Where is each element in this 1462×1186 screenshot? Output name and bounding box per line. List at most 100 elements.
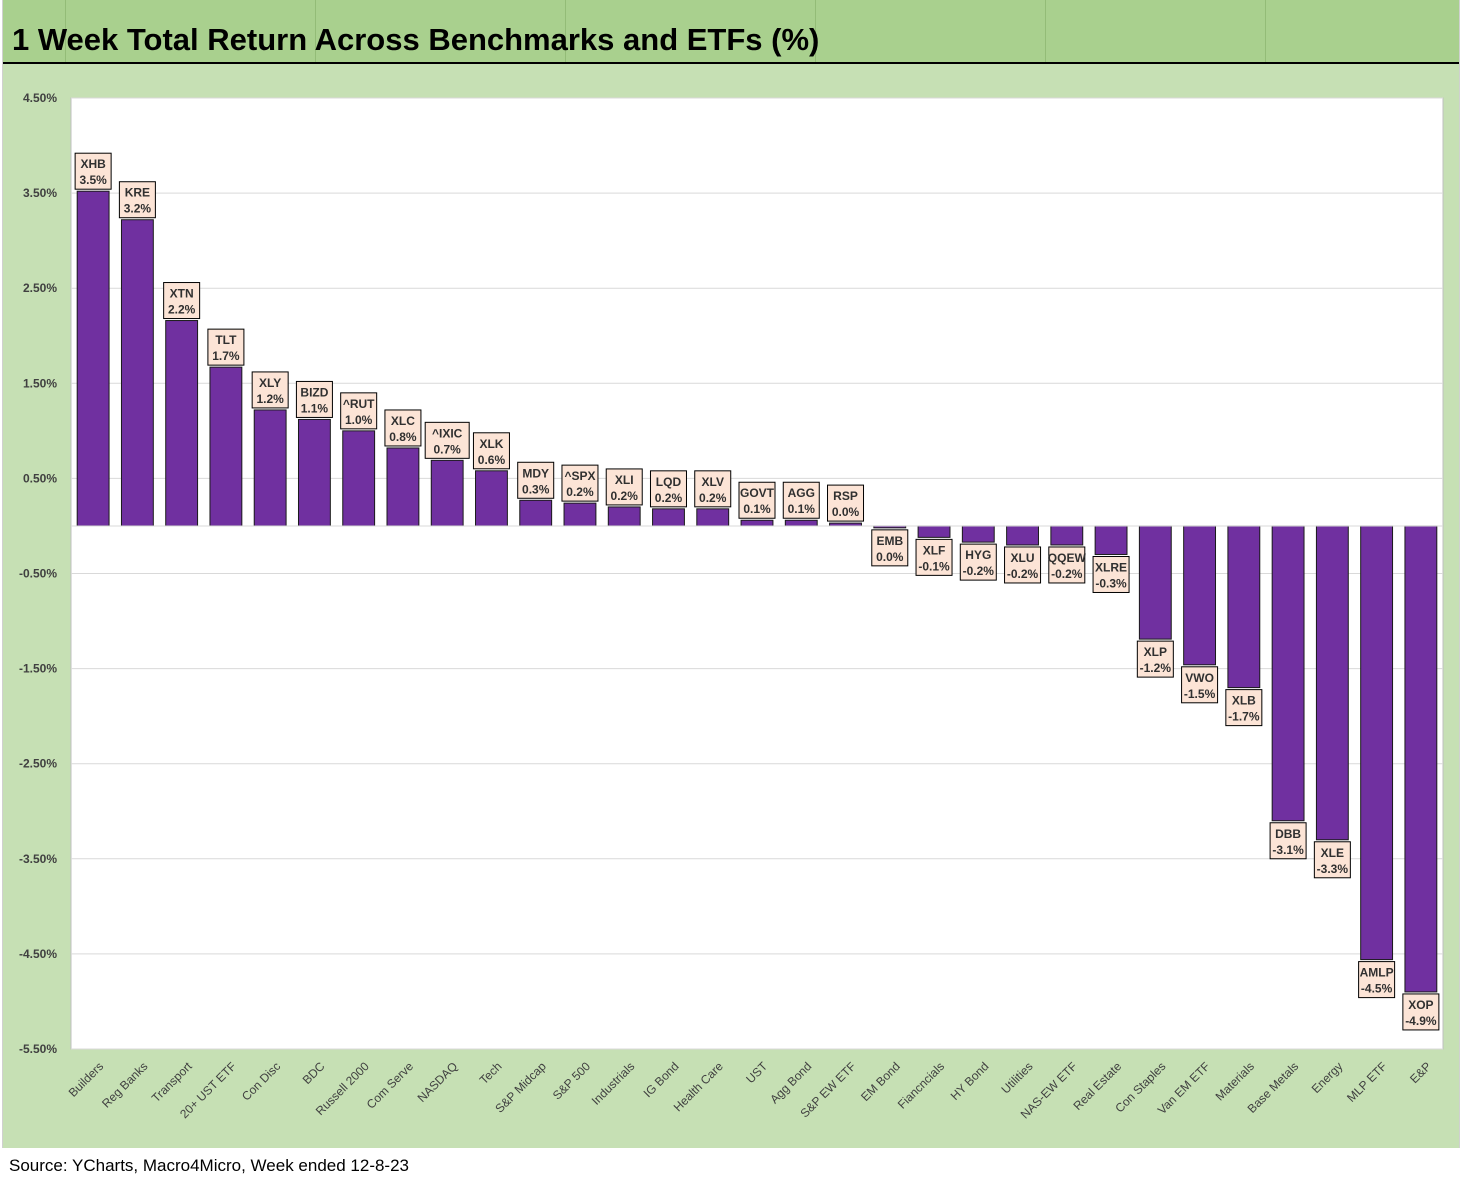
data-label-value: -4.9% bbox=[1405, 1014, 1437, 1028]
data-label-box bbox=[1136, 640, 1174, 678]
bars bbox=[76, 190, 1438, 993]
y-tick-label: 2.50% bbox=[23, 281, 57, 295]
x-tick-label: Tech bbox=[477, 1059, 505, 1087]
data-label: XLK 0.6% bbox=[472, 432, 510, 470]
y-tick-label: 4.50% bbox=[23, 91, 57, 105]
data-label: XLU -0.2% bbox=[1004, 546, 1042, 584]
bar bbox=[652, 508, 685, 527]
data-label-value: 0.2% bbox=[611, 489, 639, 503]
bar bbox=[607, 506, 641, 527]
bar bbox=[342, 430, 376, 527]
bar bbox=[1227, 525, 1261, 689]
data-label: BIZD 1.1% bbox=[295, 380, 333, 418]
bar bbox=[1094, 525, 1128, 555]
bar bbox=[961, 525, 995, 543]
data-label-ticker: XLY bbox=[259, 376, 281, 390]
data-label-box bbox=[605, 468, 643, 506]
data-label: ^IXIC 0.7% bbox=[424, 421, 470, 459]
data-label-ticker: XLF bbox=[923, 543, 946, 557]
x-tick-label: UST bbox=[743, 1059, 770, 1086]
data-label: KRE 3.2% bbox=[118, 181, 156, 219]
bar bbox=[1271, 525, 1305, 822]
data-label-ticker: AGG bbox=[788, 486, 815, 500]
data-label-box bbox=[1269, 822, 1307, 860]
bar bbox=[1183, 525, 1217, 666]
x-tick-label: Energy bbox=[1309, 1059, 1346, 1096]
bar bbox=[165, 320, 199, 527]
data-label: XLB -1.7% bbox=[1225, 689, 1263, 727]
data-label: QQEW -0.2% bbox=[1048, 546, 1086, 584]
y-tick-label: -4.50% bbox=[19, 947, 57, 961]
data-label-value: 0.6% bbox=[478, 453, 506, 467]
bar bbox=[740, 519, 774, 527]
y-tick-label: 1.50% bbox=[23, 376, 57, 390]
x-tick-label: Com Serve bbox=[364, 1059, 417, 1112]
data-label-value: -0.2% bbox=[1051, 567, 1083, 581]
x-tick-label: Builders bbox=[66, 1059, 107, 1100]
data-label-value: 1.2% bbox=[256, 392, 284, 406]
data-label-value: 3.5% bbox=[79, 173, 107, 187]
data-label-box bbox=[827, 484, 865, 522]
data-label-box bbox=[694, 470, 732, 508]
data-label-ticker: XHB bbox=[80, 157, 106, 171]
data-label-ticker: XLI bbox=[615, 473, 634, 487]
data-label-value: 0.2% bbox=[566, 485, 594, 499]
data-label-ticker: XLK bbox=[479, 437, 503, 451]
y-tick-label: 3.50% bbox=[23, 186, 57, 200]
data-label-box bbox=[207, 328, 245, 366]
data-label-ticker: XLRE bbox=[1095, 560, 1127, 574]
data-label-value: 0.1% bbox=[788, 502, 816, 516]
data-label-ticker: ^SPX bbox=[564, 469, 595, 483]
data-label-ticker: XLV bbox=[702, 475, 724, 489]
y-axis: 4.50% 3.50% 2.50% 1.50% 0.50% -0.50% -1.50% -2.… bbox=[19, 91, 57, 1056]
y-tick-label: -3.50% bbox=[19, 852, 57, 866]
data-label: AGG 0.1% bbox=[782, 481, 820, 519]
bar bbox=[297, 418, 331, 527]
data-label-ticker: GOVT bbox=[740, 486, 775, 500]
data-label-value: 0.2% bbox=[655, 491, 683, 505]
data-label-ticker: DBB bbox=[1275, 827, 1301, 841]
bar-chart: 4.50% 3.50% 2.50% 1.50% 0.50% -0.50% -1.50% -2.… bbox=[19, 91, 1444, 1121]
data-label-box bbox=[1048, 546, 1086, 584]
bar bbox=[1050, 525, 1084, 546]
y-tick-label: -5.50% bbox=[19, 1042, 57, 1056]
data-label: XLV 0.2% bbox=[694, 470, 732, 508]
bar bbox=[1315, 525, 1349, 841]
data-label-box bbox=[472, 432, 510, 470]
data-label-ticker: VWO bbox=[1185, 671, 1214, 685]
data-label-ticker: RSP bbox=[833, 489, 858, 503]
data-label-value: 1.0% bbox=[345, 413, 373, 427]
data-label-value: 0.7% bbox=[434, 442, 462, 456]
data-label: XLF -0.1% bbox=[915, 538, 953, 576]
x-tick-label: IG Bond bbox=[641, 1059, 682, 1100]
data-label-ticker: HYG bbox=[965, 548, 991, 562]
y-tick-label: -2.50% bbox=[19, 757, 57, 771]
bar bbox=[475, 470, 508, 527]
data-label: ^SPX 0.2% bbox=[561, 464, 599, 502]
x-tick-label: Industrials bbox=[589, 1059, 638, 1108]
data-label: VWO -1.5% bbox=[1181, 666, 1219, 704]
bar bbox=[209, 366, 243, 527]
data-label-box bbox=[561, 464, 599, 502]
data-label: RSP 0.0% bbox=[827, 484, 865, 522]
x-tick-label: NASDAQ bbox=[415, 1059, 461, 1105]
y-tick-label: -0.50% bbox=[19, 567, 57, 581]
data-label-box bbox=[1092, 555, 1130, 593]
data-label-box bbox=[649, 470, 687, 508]
data-label-box bbox=[251, 371, 289, 409]
data-label-box bbox=[517, 461, 555, 499]
data-label-box bbox=[340, 392, 378, 430]
data-label-value: -0.2% bbox=[1007, 567, 1039, 581]
data-label-ticker: XLE bbox=[1321, 846, 1344, 860]
data-label: EMB 0.0% bbox=[871, 529, 909, 567]
data-label-value: -0.2% bbox=[963, 564, 995, 578]
data-label-value: 3.2% bbox=[124, 202, 152, 216]
x-tick-label: Reg Banks bbox=[99, 1059, 150, 1110]
data-label-value: 0.1% bbox=[743, 502, 771, 516]
data-label: XLRE -0.3% bbox=[1092, 555, 1130, 593]
data-label-value: 1.7% bbox=[212, 349, 240, 363]
data-label-ticker: ^IXIC bbox=[432, 426, 463, 440]
data-label-ticker: ^RUT bbox=[343, 397, 375, 411]
data-label-value: -3.1% bbox=[1272, 843, 1304, 857]
data-label-value: -4.5% bbox=[1361, 982, 1393, 996]
